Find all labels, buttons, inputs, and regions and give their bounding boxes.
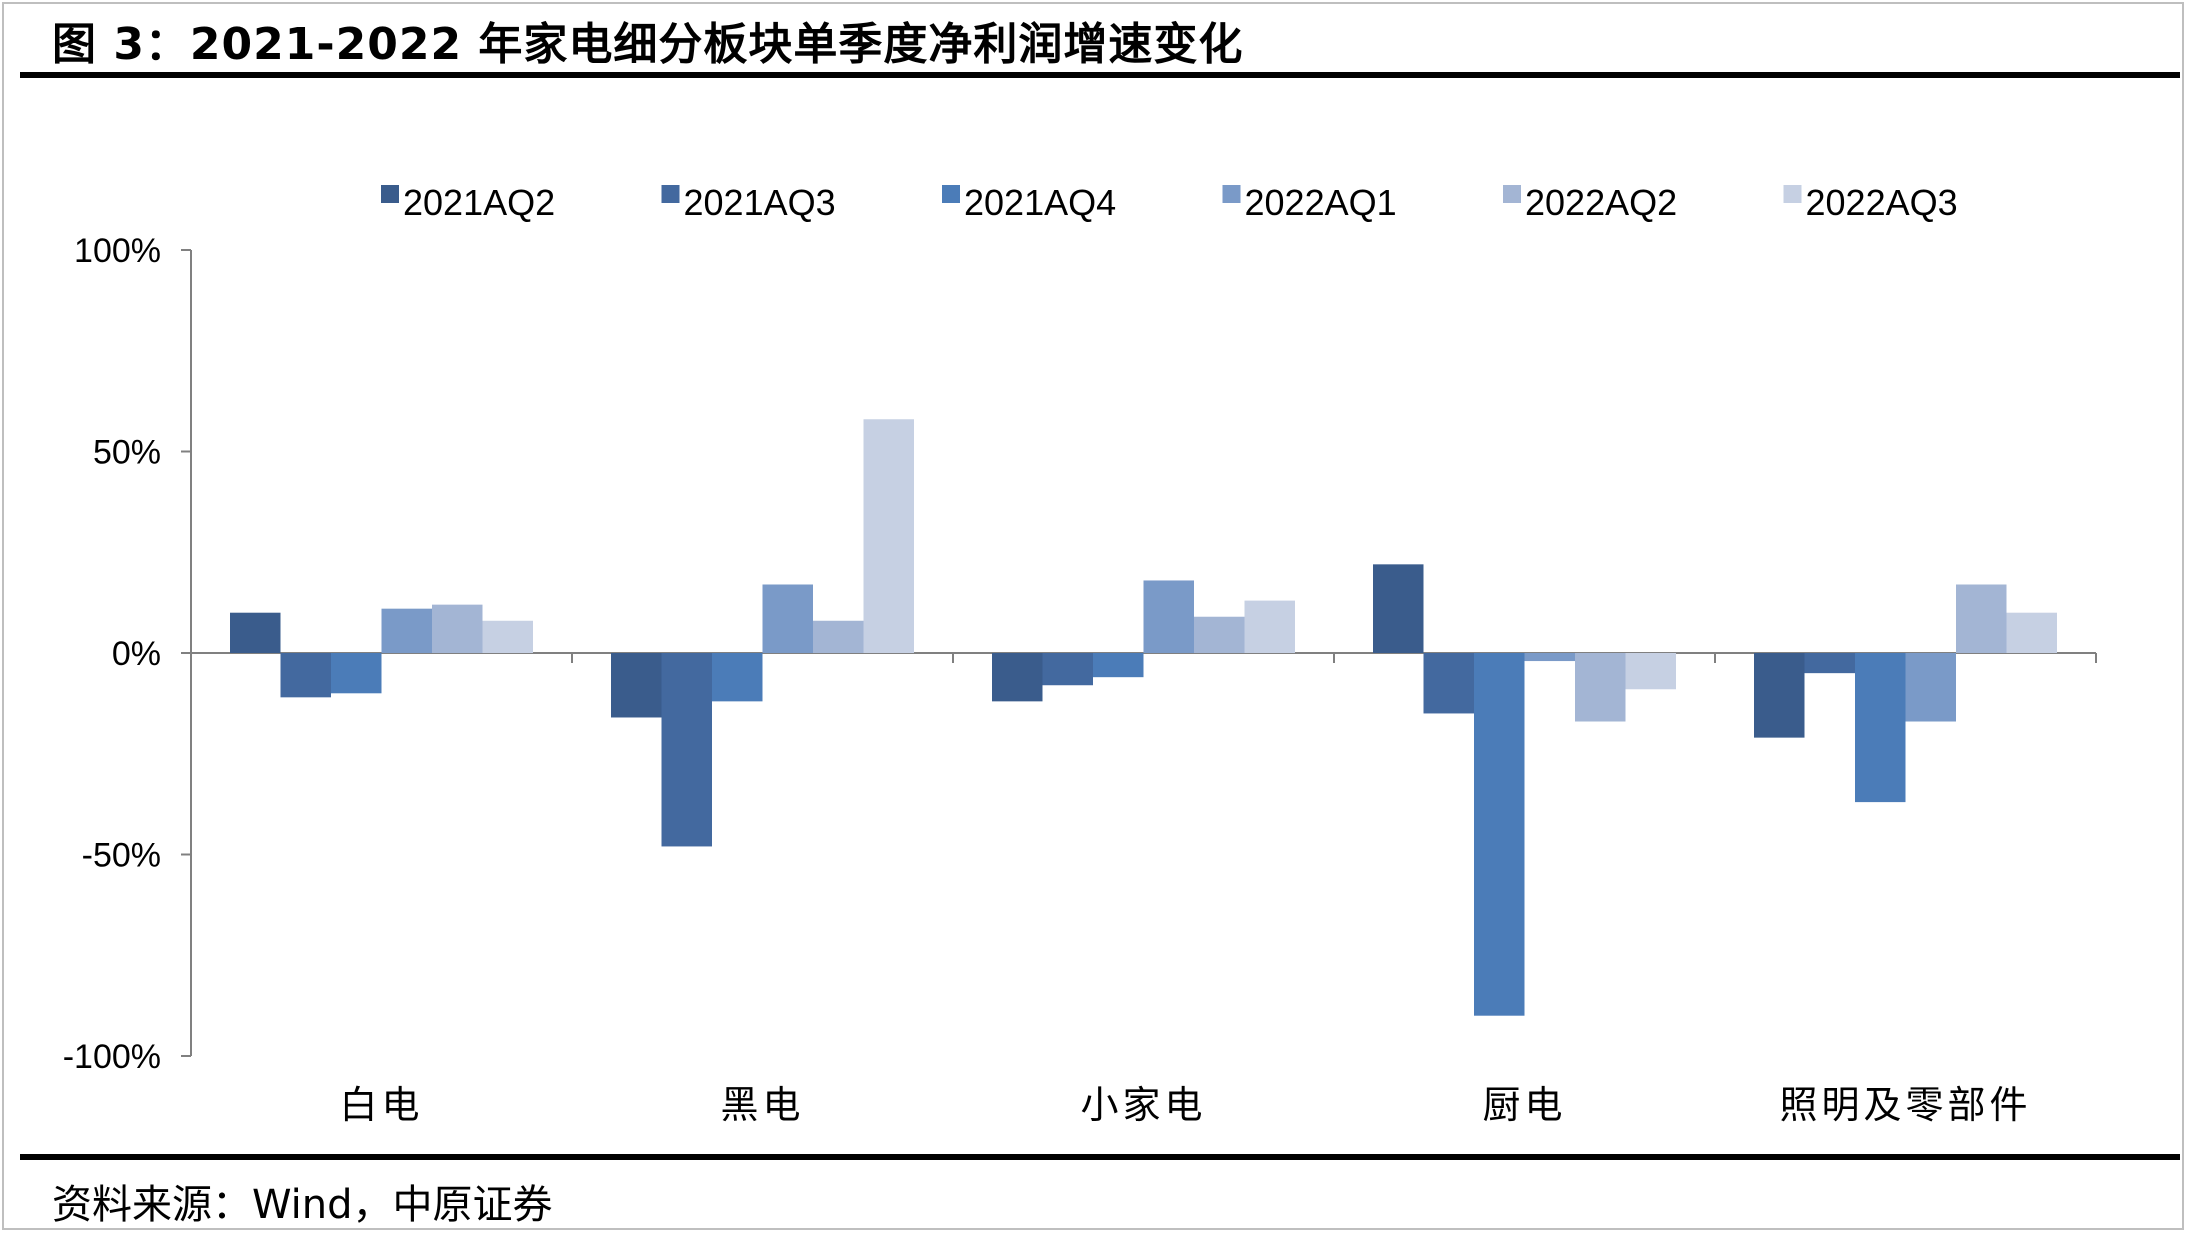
y-tick-label: -100% (63, 1038, 161, 1076)
bar-2022AQ3-3 (1625, 653, 1676, 690)
bar-2021AQ2-2 (992, 653, 1043, 702)
legend-label: 2022AQ2 (1525, 182, 1677, 223)
bar-2021AQ4-3 (1474, 653, 1525, 1016)
legend-label: 2021AQ2 (403, 182, 555, 223)
y-tick-label: -50% (82, 837, 161, 875)
legend-swatch (1783, 185, 1802, 203)
bar-2021AQ3-3 (1423, 653, 1474, 714)
x-category-label: 厨电 (1482, 1083, 1566, 1127)
x-category-label: 照明及零部件 (1779, 1083, 2031, 1127)
bar-2021AQ3-1 (661, 653, 712, 847)
bar-2022AQ1-4 (1905, 653, 1956, 722)
bar-2021AQ4-2 (1093, 653, 1144, 678)
chart-bars (230, 419, 2057, 1016)
y-tick-label: 50% (93, 434, 161, 472)
bar-2022AQ2-4 (1956, 584, 2007, 653)
bar-2022AQ2-3 (1575, 653, 1626, 722)
bar-2022AQ2-1 (813, 620, 864, 653)
legend-label: 2021AQ3 (684, 182, 836, 223)
bar-2021AQ2-0 (230, 612, 281, 653)
x-category-label: 小家电 (1080, 1083, 1206, 1127)
bar-2022AQ3-2 (1244, 600, 1295, 653)
legend-swatch (661, 185, 680, 203)
bar-2021AQ2-1 (611, 653, 662, 718)
bar-2022AQ3-0 (482, 620, 533, 653)
chart-labels: -100% -50% 0% 50% 100% 白电 黑电 小家电 厨电 照明及零部件 (63, 232, 2031, 1127)
bar-2021AQ3-2 (1042, 653, 1093, 686)
legend-swatch (942, 185, 960, 203)
legend-label: 2021AQ4 (964, 182, 1116, 223)
title-rule (20, 72, 2180, 78)
bar-2022AQ1-0 (381, 608, 432, 653)
x-category-label: 白电 (339, 1083, 423, 1127)
bar-2021AQ2-3 (1373, 564, 1424, 653)
bar-2022AQ3-4 (2006, 612, 2057, 653)
bar-2021AQ2-4 (1754, 653, 1805, 738)
source-note: 资料来源：Wind，中原证券 (52, 1182, 553, 1228)
legend-label: 2022AQ1 (1245, 182, 1397, 223)
bar-2021AQ4-0 (331, 653, 382, 694)
chart-legend: 2021AQ2 2021AQ3 2021AQ4 2022AQ1 2022AQ2 2022A… (381, 182, 1958, 223)
source-rule (20, 1154, 2180, 1160)
legend-label: 2022AQ3 (1806, 182, 1958, 223)
bar-2022AQ2-0 (432, 604, 483, 653)
figure-title: 图 3：2021-2022 年家电细分板块单季度净利润增速变化 (52, 19, 1244, 70)
y-tick-label: 0% (112, 635, 161, 673)
bar-2021AQ3-0 (280, 653, 331, 698)
x-category-label: 黑电 (720, 1083, 804, 1127)
legend-swatch (1222, 185, 1241, 203)
bar-2021AQ4-4 (1855, 653, 1906, 803)
legend-swatch (1503, 185, 1521, 203)
bar-2022AQ1-1 (762, 584, 813, 653)
bar-2022AQ1-2 (1143, 580, 1194, 653)
bar-2021AQ4-1 (712, 653, 763, 702)
bar-2022AQ3-1 (863, 419, 914, 653)
bar-2022AQ2-2 (1194, 616, 1245, 653)
bar-2022AQ1-3 (1524, 653, 1575, 662)
bar-2021AQ3-4 (1804, 653, 1855, 674)
legend-swatch (381, 185, 399, 203)
y-tick-label: 100% (74, 232, 161, 270)
